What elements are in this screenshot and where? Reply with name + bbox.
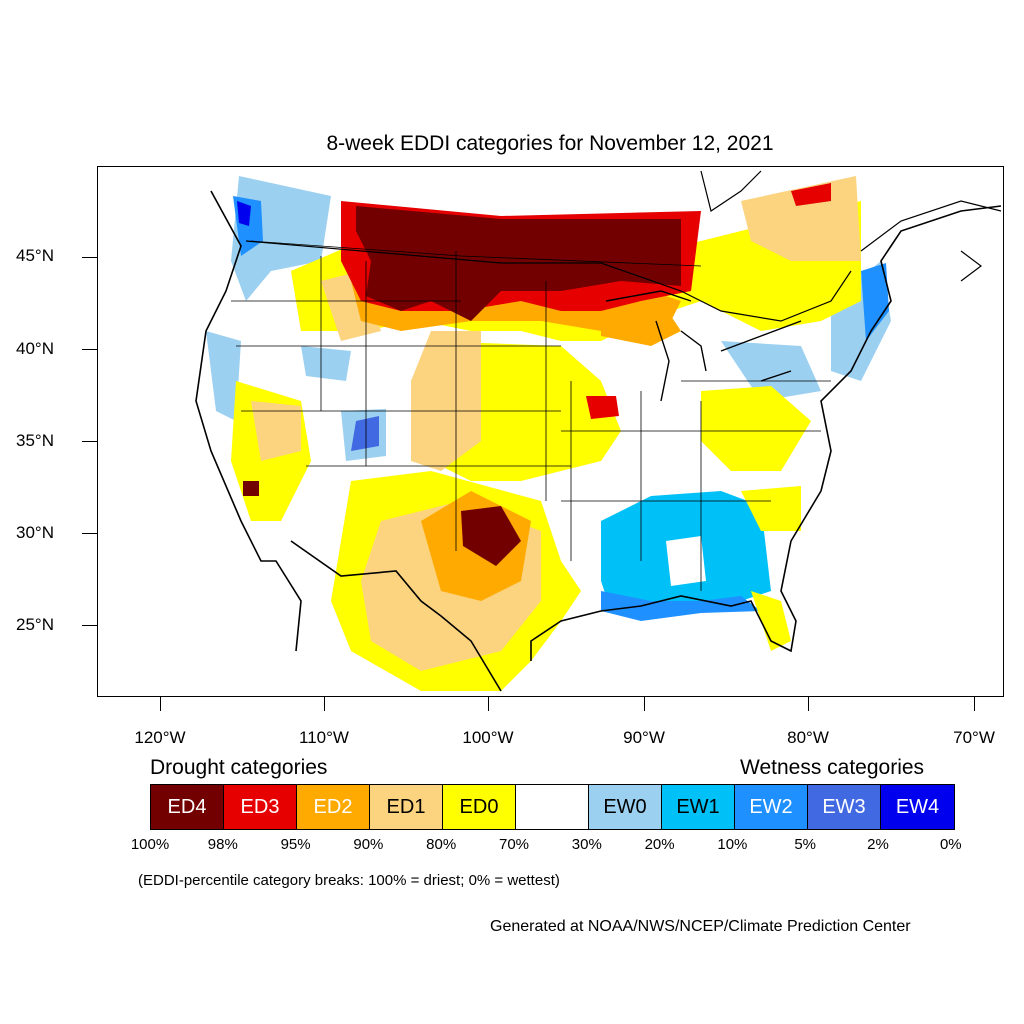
legend-box-ed4: ED4	[151, 785, 224, 829]
legend-box-ew1: EW1	[662, 785, 735, 829]
lon-tick	[974, 697, 975, 711]
ed4-texas-panhandle	[461, 506, 521, 566]
break-label: 90%	[353, 836, 384, 853]
eddi-map	[191, 170, 1002, 696]
ed0-appalachia	[701, 386, 811, 471]
lat-tick	[82, 625, 97, 626]
lat-label-40: 40°N	[16, 339, 54, 358]
credit-line: Generated at NOAA/NWS/NCEP/Climate Predi…	[490, 918, 911, 935]
break-label: 80%	[426, 836, 457, 853]
ew4-washington	[237, 201, 251, 226]
lat-label-35: 35°N	[16, 431, 54, 450]
lon-tick	[808, 697, 809, 711]
legend-box-ed3: ED3	[224, 785, 297, 829]
ed3-illinois	[586, 396, 619, 419]
break-label: 95%	[280, 836, 311, 853]
drought-categories-title: Drought categories	[150, 756, 328, 779]
break-label: 5%	[794, 836, 817, 853]
lat-label-25: 25°N	[16, 615, 54, 634]
legend-box-ed1: ED1	[370, 785, 443, 829]
ed0-florida	[751, 591, 791, 651]
lat-tick	[82, 441, 97, 442]
category-legend: ED4 ED3 ED2 ED1 ED0 EW0 EW1 EW2 EW3 EW4	[150, 784, 955, 830]
lon-label-80: 80°W	[787, 728, 829, 747]
map-title: 8-week EDDI categories for November 12, …	[326, 132, 774, 155]
ed3-maine	[791, 183, 831, 206]
break-label: 30%	[571, 836, 602, 853]
break-label: 100%	[130, 836, 170, 853]
ew0-idaho	[301, 346, 351, 381]
legend-box-ew4: EW4	[881, 785, 954, 829]
lon-tick	[160, 697, 161, 711]
lon-label-100: 100°W	[462, 728, 514, 747]
canada-coastlines	[700, 170, 1002, 282]
legend-box-ed2: ED2	[297, 785, 370, 829]
ew2-gulf-coast	[601, 591, 761, 621]
break-label: 98%	[207, 836, 238, 853]
lon-label-110: 110°W	[299, 728, 349, 747]
legend-box-ew0: EW0	[589, 785, 662, 829]
break-label: 20%	[644, 836, 675, 853]
legend-box-ew3: EW3	[808, 785, 881, 829]
break-label: 70%	[498, 836, 530, 853]
legend-box-ed0: ED0	[443, 785, 516, 829]
legend-box-neutral	[516, 785, 589, 829]
break-label: 10%	[717, 836, 748, 853]
lat-label-45: 45°N	[16, 246, 54, 265]
legend-box-ew2: EW2	[735, 785, 808, 829]
break-label: 2%	[867, 836, 889, 853]
map-panel	[97, 166, 1004, 697]
coastline	[195, 190, 1002, 692]
great-lakes	[605, 290, 802, 402]
ew0-alabama-hole	[666, 536, 706, 586]
state-boundaries	[231, 240, 831, 591]
lon-tick	[324, 697, 325, 711]
lon-label-120: 120°W	[134, 728, 186, 747]
lon-label-90: 90°W	[623, 728, 665, 747]
ed1-high-plains	[411, 331, 481, 471]
ed1-nevada	[251, 401, 301, 461]
lon-label-70: 70°W	[953, 728, 995, 747]
wetness-categories-title: Wetness categories	[740, 756, 925, 779]
ew0-california-coast	[206, 331, 241, 421]
break-label: 0%	[939, 836, 962, 853]
ed4-arizona	[243, 481, 259, 496]
break-note: (EDDI-percentile category breaks: 100% =…	[138, 872, 560, 889]
ew2-maine	[861, 263, 889, 341]
lat-tick	[82, 533, 97, 534]
lat-tick	[82, 349, 97, 350]
lat-tick	[82, 257, 97, 258]
lon-tick	[644, 697, 645, 711]
lat-label-30: 30°N	[16, 523, 54, 542]
ew3-colorado	[351, 416, 379, 451]
ed0-carolinas	[741, 486, 801, 531]
ew0-great-lakes	[721, 341, 821, 401]
canada-border	[245, 240, 852, 322]
lon-tick	[488, 697, 489, 711]
